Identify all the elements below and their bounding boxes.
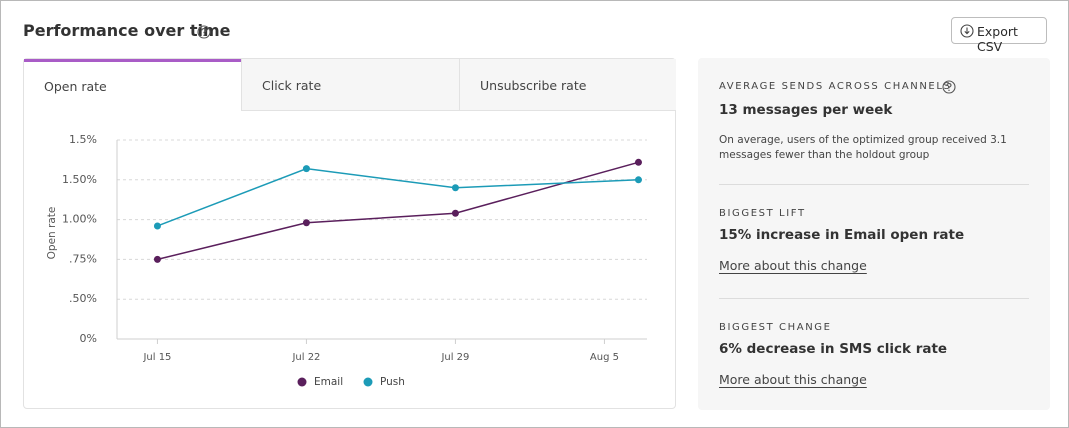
tab-label: Open rate bbox=[44, 79, 107, 94]
legend-swatch bbox=[297, 377, 307, 387]
tab[interactable]: Unsubscribe rate bbox=[459, 59, 676, 111]
y-tick-label: 1.00% bbox=[62, 213, 97, 226]
help-icon[interactable] bbox=[942, 80, 956, 94]
chart-card bbox=[23, 58, 676, 409]
divider bbox=[719, 184, 1029, 185]
data-point bbox=[302, 219, 310, 227]
series-line bbox=[157, 167, 639, 227]
tab[interactable]: Open rate bbox=[24, 59, 242, 111]
legend-label: Push bbox=[380, 376, 405, 388]
section-headline: 15% increase in Email open rate bbox=[719, 227, 965, 243]
tab-label: Click rate bbox=[262, 78, 322, 93]
section-heading: BIGGEST LIFT bbox=[719, 208, 806, 219]
section-link[interactable]: More about this change bbox=[719, 258, 867, 273]
data-point bbox=[153, 222, 161, 230]
export-label: Export CSV bbox=[977, 24, 1018, 54]
series-line bbox=[157, 161, 639, 261]
export-button[interactable]: Export CSV bbox=[951, 17, 1047, 54]
summary-panel bbox=[698, 58, 1050, 410]
data-point bbox=[634, 176, 642, 184]
section-text: On average, users of the optimized group… bbox=[719, 134, 1007, 161]
y-tick-label: .75% bbox=[69, 252, 97, 265]
x-tick-label: Jul 29 bbox=[440, 352, 469, 363]
legend-swatch bbox=[363, 377, 373, 387]
tab[interactable]: Click rate bbox=[241, 59, 459, 111]
download-icon bbox=[960, 24, 974, 38]
section-headline: 13 messages per week bbox=[719, 102, 893, 118]
y-axis-label: Open rate bbox=[46, 207, 58, 260]
section-link[interactable]: More about this change bbox=[719, 372, 867, 387]
data-point bbox=[451, 209, 459, 217]
x-tick-label: Jul 22 bbox=[291, 352, 320, 363]
data-point bbox=[634, 158, 642, 166]
data-point bbox=[153, 255, 161, 263]
help-icon[interactable] bbox=[197, 25, 211, 39]
page-title: Performance over time bbox=[23, 21, 231, 40]
tab-label: Unsubscribe rate bbox=[480, 78, 587, 93]
data-point bbox=[302, 165, 310, 173]
data-point bbox=[451, 184, 459, 192]
section-heading: AVERAGE SENDS ACROSS CHANNELS bbox=[719, 81, 952, 92]
divider bbox=[719, 298, 1029, 299]
x-tick-label: Jul 15 bbox=[142, 352, 171, 363]
y-tick-label: 1.50% bbox=[62, 173, 97, 186]
legend-label: Email bbox=[314, 376, 343, 388]
section-heading: BIGGEST CHANGE bbox=[719, 322, 832, 333]
y-tick-label: .50% bbox=[69, 292, 97, 305]
section-headline: 6% decrease in SMS click rate bbox=[719, 341, 948, 357]
y-tick-label: 1.5% bbox=[69, 133, 97, 146]
y-tick-label: 0% bbox=[80, 332, 97, 345]
x-tick-label: Aug 5 bbox=[590, 352, 619, 363]
